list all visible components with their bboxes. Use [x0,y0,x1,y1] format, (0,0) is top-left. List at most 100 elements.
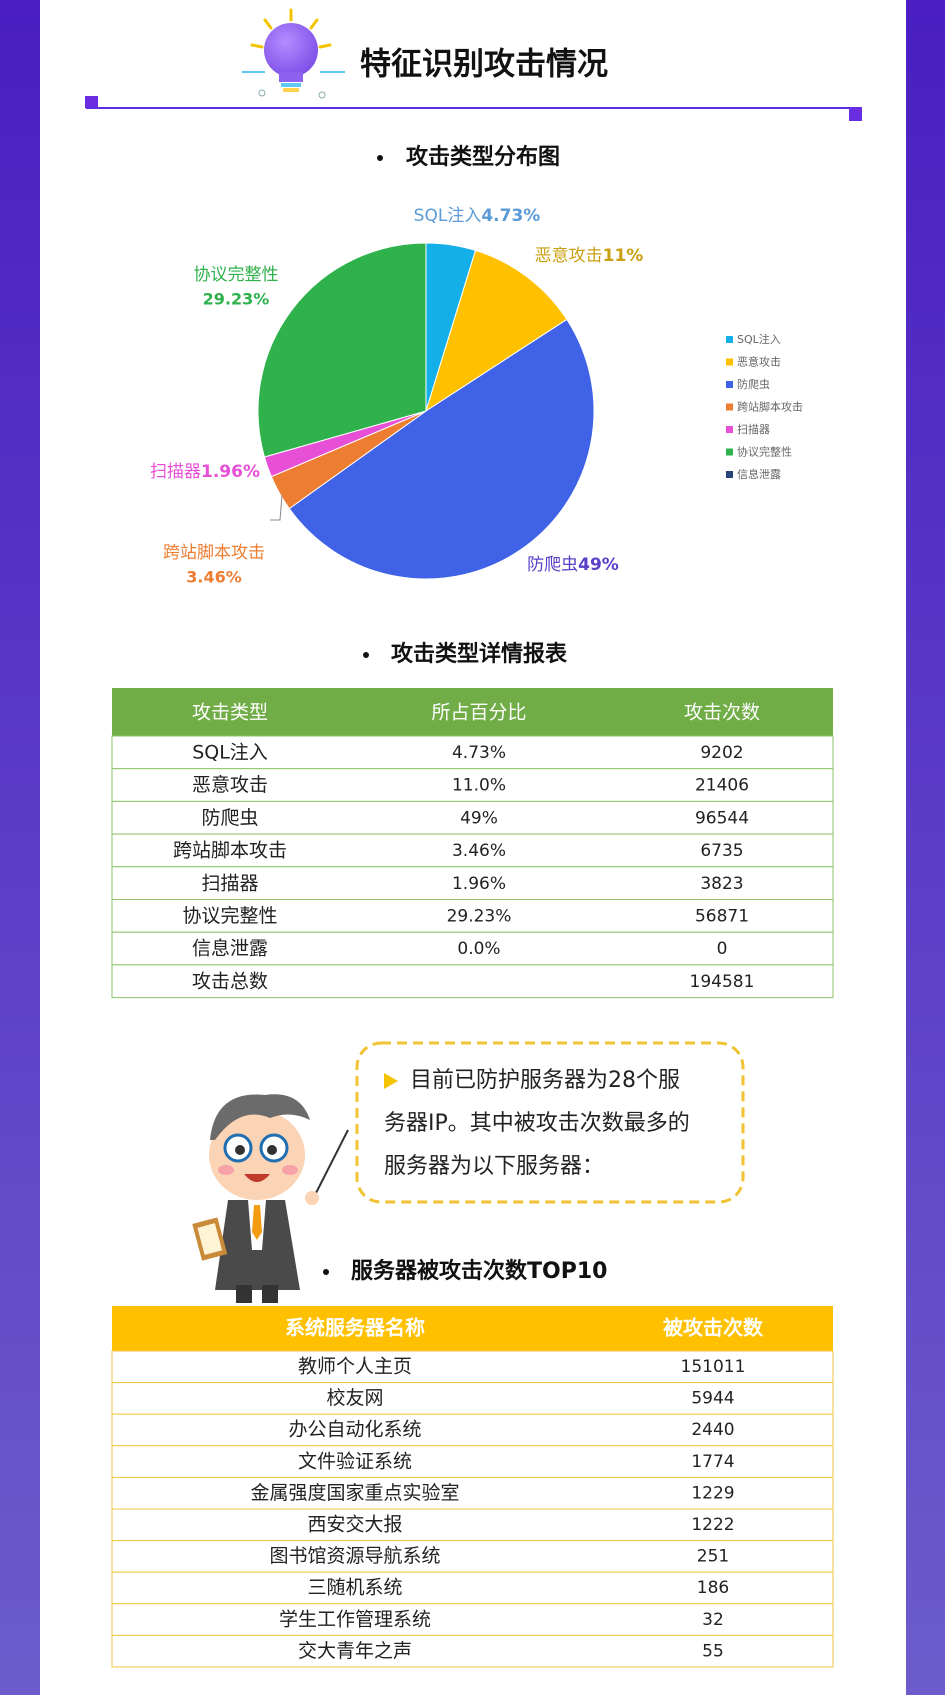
table-cell: 32 [702,1610,724,1630]
table-cell: 3.46% [452,841,506,861]
table-cell: 55 [702,1641,724,1661]
legend-label: 跨站脚本攻击 [737,400,803,414]
slice-value: 3.46% [186,568,242,587]
table-cell: 1229 [691,1483,734,1503]
table-cell: 186 [697,1578,729,1598]
legend-swatch [726,358,733,366]
legend-swatch [726,426,733,433]
table-cell: SQL注入 [192,742,268,764]
table-header: 所占百分比 [431,702,526,724]
page-title: 特征识别攻击情况 [360,47,608,83]
pie-slice [425,249,568,413]
bubble-arrow [384,1073,398,1089]
rule-end [849,108,862,121]
table-cell: 21406 [695,776,749,796]
slice-label: SQL注入4.73% [414,206,541,226]
table-cell: 6735 [700,841,743,861]
cartoon-presenter [192,1094,349,1303]
table-cell: 1774 [691,1452,734,1472]
table-cell: 攻击总数 [192,970,268,992]
slice-name: SQL注入 [414,206,482,226]
table-cell: 0 [717,939,728,959]
bubble-text: 服务器为以下服务器： [384,1154,604,1179]
table-row [111,1476,834,1510]
table-cell: 学生工作管理系统 [279,1608,431,1630]
table-cell: 96544 [695,808,749,828]
bubble-text: 目前已防护服务器为28个服 [410,1068,680,1093]
table-cell: 信息泄露 [192,938,268,960]
table-header: 系统服务器名称 [285,1316,425,1340]
legend-label: 扫描器 [737,422,770,436]
table-cell: 56871 [695,907,749,927]
table-row [111,899,834,933]
legend-label: 协议完整性 [737,445,792,459]
bubble-text: 务器IP。其中被攻击次数最多的 [384,1111,690,1136]
pie-slice [257,242,427,458]
table-cell: 交大青年之声 [298,1640,412,1662]
bullet [363,652,369,658]
table-cell: 0.0% [457,939,500,959]
legend-label: 防爬虫 [737,377,770,391]
slice-label: 跨站脚本攻击 [163,543,265,563]
table-cell: 29.23% [447,907,512,927]
slice-label: 恶意攻击11% [535,246,644,266]
slice-name: 扫描器 [150,462,201,482]
table-cell: 校友网 [326,1387,383,1409]
table-header: 攻击类型 [192,702,268,724]
speech-bubble [355,1041,745,1204]
table-row [111,1634,834,1668]
table-cell: 防爬虫 [201,807,258,829]
section-heading: 攻击类型分布图 [406,144,560,170]
table-cell: 49% [460,808,498,828]
legend-label: 恶意攻击 [737,355,781,369]
legend-swatch [726,403,733,411]
legend-swatch [726,381,733,388]
table-row [111,964,834,999]
table-cell: 194581 [690,972,755,992]
slice-name: 防爬虫 [527,555,578,575]
table-row [111,1382,834,1415]
table-row [111,1571,834,1605]
slice-value: 11% [603,246,644,266]
leader-line [270,494,283,521]
slice-value: 49% [578,555,619,575]
table-row [111,1445,834,1478]
rule-end [85,96,98,108]
slice-value: 1.96% [201,462,260,482]
table-cell: 协议完整性 [182,905,277,927]
table-cell: 扫描器 [201,872,258,894]
slice-label: 防爬虫49% [527,555,619,575]
table-cell: 4.73% [452,743,506,763]
table-cell: 1222 [691,1515,734,1535]
table-cell: 金属强度国家重点实验室 [250,1482,459,1504]
table-cell: 2440 [691,1420,734,1440]
slice-name: 恶意攻击 [535,246,603,266]
table-header-bg [112,1306,833,1351]
table-cell: 恶意攻击 [192,774,268,796]
table-cell: 11.0% [452,776,506,796]
table-cell: 办公自动化系统 [288,1419,421,1441]
legend-swatch [726,448,733,456]
table-cell: 3823 [700,874,743,894]
detail-table: 攻击类型 所占百分比 攻击次数 SQL注入 4.73% 9202 恶意攻击 11.0% 2140… [111,688,834,999]
legend-label: 信息泄露 [737,467,781,481]
legend-swatch [726,471,733,478]
table-cell: 151011 [681,1357,746,1377]
table-cell: 251 [697,1547,729,1567]
table-cell: 跨站脚本攻击 [173,840,287,862]
table-header-bg [112,688,833,736]
bullet [377,155,383,161]
legend-swatch [726,336,733,343]
table-row [111,768,834,802]
section-heading: 攻击类型详情报表 [391,641,568,667]
table-row [111,800,834,835]
table-row [111,1540,834,1573]
pie-chart: SQL注入4.73% 恶意攻击11% 防爬虫49% 跨站脚本攻击 3.46% 扫描器1.9… [150,206,643,587]
slice-value: 4.73% [481,206,540,226]
pie-slice [288,318,595,580]
table-cell: 9202 [700,743,743,763]
